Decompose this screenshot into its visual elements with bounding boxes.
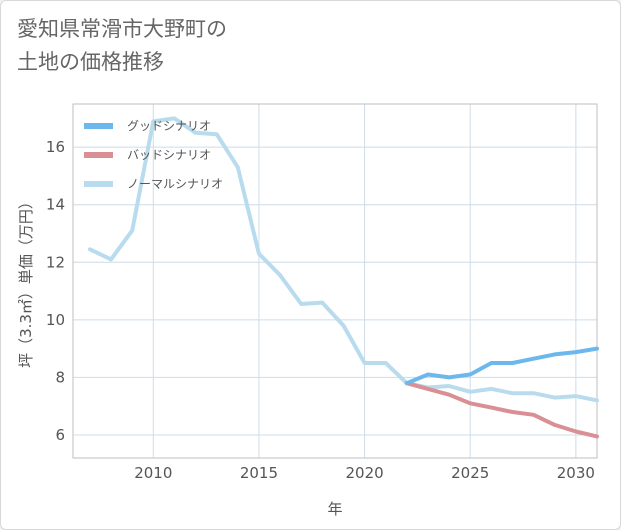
- series-line-2: [87, 116, 599, 403]
- x-tick-label: 2025: [451, 464, 489, 482]
- y-tick-label: 8: [55, 368, 65, 386]
- legend-label: バッドシナリオ: [127, 148, 211, 162]
- chart-title-line2: 土地の価格推移: [17, 50, 164, 74]
- chart-title-line1: 愛知県常滑市大野町の: [17, 17, 227, 41]
- plot-frame: [72, 103, 598, 459]
- legend-label: グッドシナリオ: [127, 119, 211, 133]
- y-tick-label: 6: [55, 426, 65, 444]
- y-tick-label: 12: [46, 253, 65, 271]
- series-layer: [87, 116, 599, 439]
- y-tick-label: 10: [46, 311, 65, 329]
- series-line-0: [404, 346, 599, 386]
- x-tick-label: 2030: [557, 464, 595, 482]
- chart-title: 愛知県常滑市大野町の 土地の価格推移: [17, 13, 227, 79]
- legend-label: ノーマルシナリオ: [127, 177, 223, 191]
- grid-lines: [73, 104, 597, 458]
- x-tick-label: 2020: [345, 464, 383, 482]
- y-tick-label: 14: [46, 196, 65, 214]
- x-tick-label: 2010: [134, 464, 172, 482]
- x-axis-ticks: 2010 2015 2020 2025 2030: [134, 464, 595, 482]
- series-line-1: [404, 381, 599, 439]
- y-axis-label: 坪（3.3㎡）単価（万円）: [17, 194, 35, 368]
- x-axis-label: 年: [327, 500, 342, 518]
- y-tick-label: 16: [46, 138, 65, 156]
- y-axis-ticks: 6 8 10 12 14 16: [46, 138, 65, 444]
- x-tick-label: 2015: [240, 464, 278, 482]
